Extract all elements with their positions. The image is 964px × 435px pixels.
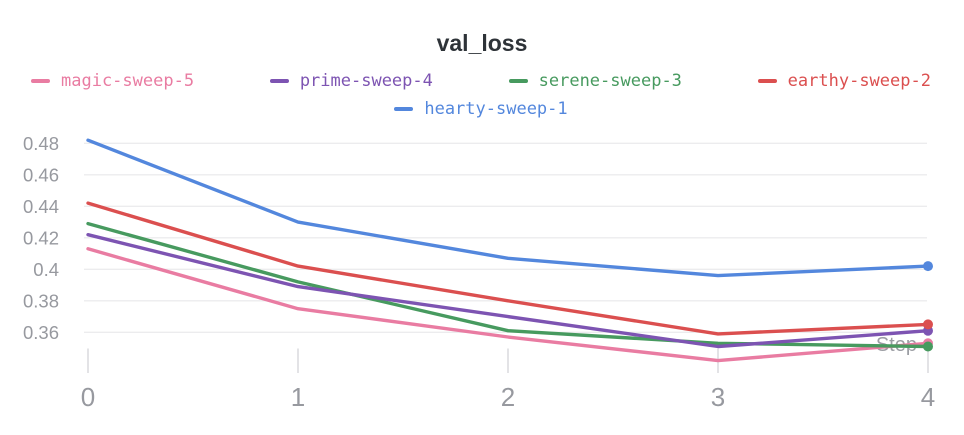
legend-label: earthy-sweep-2 — [787, 70, 931, 91]
legend-item-magic-sweep-5[interactable]: magic-sweep-5 — [31, 67, 194, 94]
series-line-serene-sweep-3[interactable] — [86, 221, 930, 349]
legend-swatch-icon — [31, 78, 50, 83]
legend-row-2: hearty-sweep-1 — [31, 95, 931, 122]
x-tick-label: 0 — [81, 382, 95, 412]
legend-item-prime-sweep-4[interactable]: prime-sweep-4 — [269, 67, 433, 94]
y-tick-label: 0.48 — [23, 133, 59, 154]
x-tick-label: 3 — [711, 382, 725, 412]
legend-swatch-icon — [269, 78, 289, 83]
series-line-prime-sweep-4[interactable] — [86, 232, 930, 349]
legend-label: prime-sweep-4 — [299, 70, 433, 91]
series-line-magic-sweep-5[interactable] — [86, 247, 930, 363]
chart-title: val_loss — [436, 30, 528, 56]
y-tick-label: 0.42 — [23, 227, 59, 248]
series-line-earthy-sweep-2[interactable] — [86, 201, 930, 336]
legend-item-serene-sweep-3[interactable]: serene-sweep-3 — [508, 67, 682, 94]
series-endpoint-serene-sweep-3[interactable] — [923, 341, 933, 352]
legend-label: magic-sweep-5 — [61, 70, 195, 91]
series-endpoint-earthy-sweep-2[interactable] — [923, 319, 933, 330]
legend-swatch-icon — [508, 78, 528, 83]
y-tick-label: 0.36 — [23, 322, 59, 343]
y-tick-label: 0.38 — [23, 290, 59, 311]
legend-item-earthy-sweep-2[interactable]: earthy-sweep-2 — [757, 67, 931, 94]
x-tick-label: 1 — [291, 382, 305, 412]
y-tick-label: 0.46 — [23, 164, 59, 185]
legend-row-1: magic-sweep-5 prime-sweep-4 serene-sweep… — [31, 67, 931, 94]
x-tick-label: 2 — [501, 382, 515, 412]
legend-item-hearty-sweep-1[interactable]: hearty-sweep-1 — [394, 95, 568, 122]
chart-legend: magic-sweep-5 prime-sweep-4 serene-sweep… — [31, 67, 931, 122]
legend-swatch-icon — [757, 78, 777, 83]
legend-swatch-icon — [394, 106, 414, 111]
legend-label: serene-sweep-3 — [538, 70, 682, 91]
y-tick-label: 0.44 — [23, 196, 59, 217]
x-tick-label: 4 — [921, 382, 935, 412]
series-line-hearty-sweep-1[interactable] — [86, 138, 930, 278]
series-endpoint-hearty-sweep-1[interactable] — [923, 261, 933, 272]
legend-label: hearty-sweep-1 — [424, 98, 568, 119]
y-tick-label: 0.4 — [33, 259, 59, 280]
